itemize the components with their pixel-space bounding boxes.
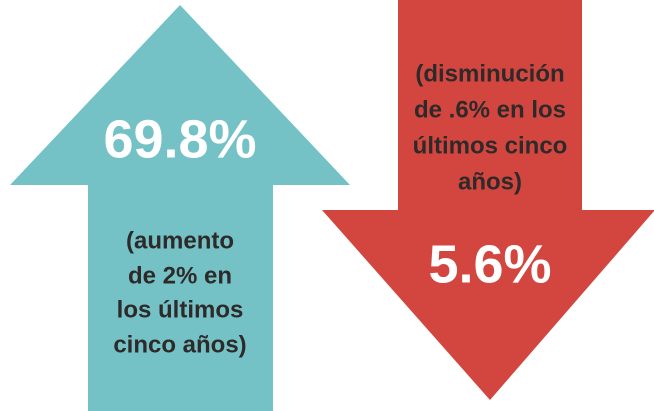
down-note-line: años)	[458, 168, 522, 195]
down-note-line: (disminución	[415, 60, 564, 87]
down-note-line: últimos cinco	[413, 132, 568, 159]
up-note-line: los últimos	[117, 296, 244, 323]
down-note-line: de .6% en los	[414, 96, 566, 123]
down-value: 5.6%	[428, 234, 551, 294]
up-arrow	[10, 5, 350, 411]
up-note-line: de 2% en	[128, 262, 232, 289]
up-value: 69.8%	[103, 109, 256, 169]
down-arrow	[322, 0, 654, 400]
up-note-line: cinco años)	[113, 331, 246, 358]
up-note-line: (aumento	[126, 227, 234, 254]
